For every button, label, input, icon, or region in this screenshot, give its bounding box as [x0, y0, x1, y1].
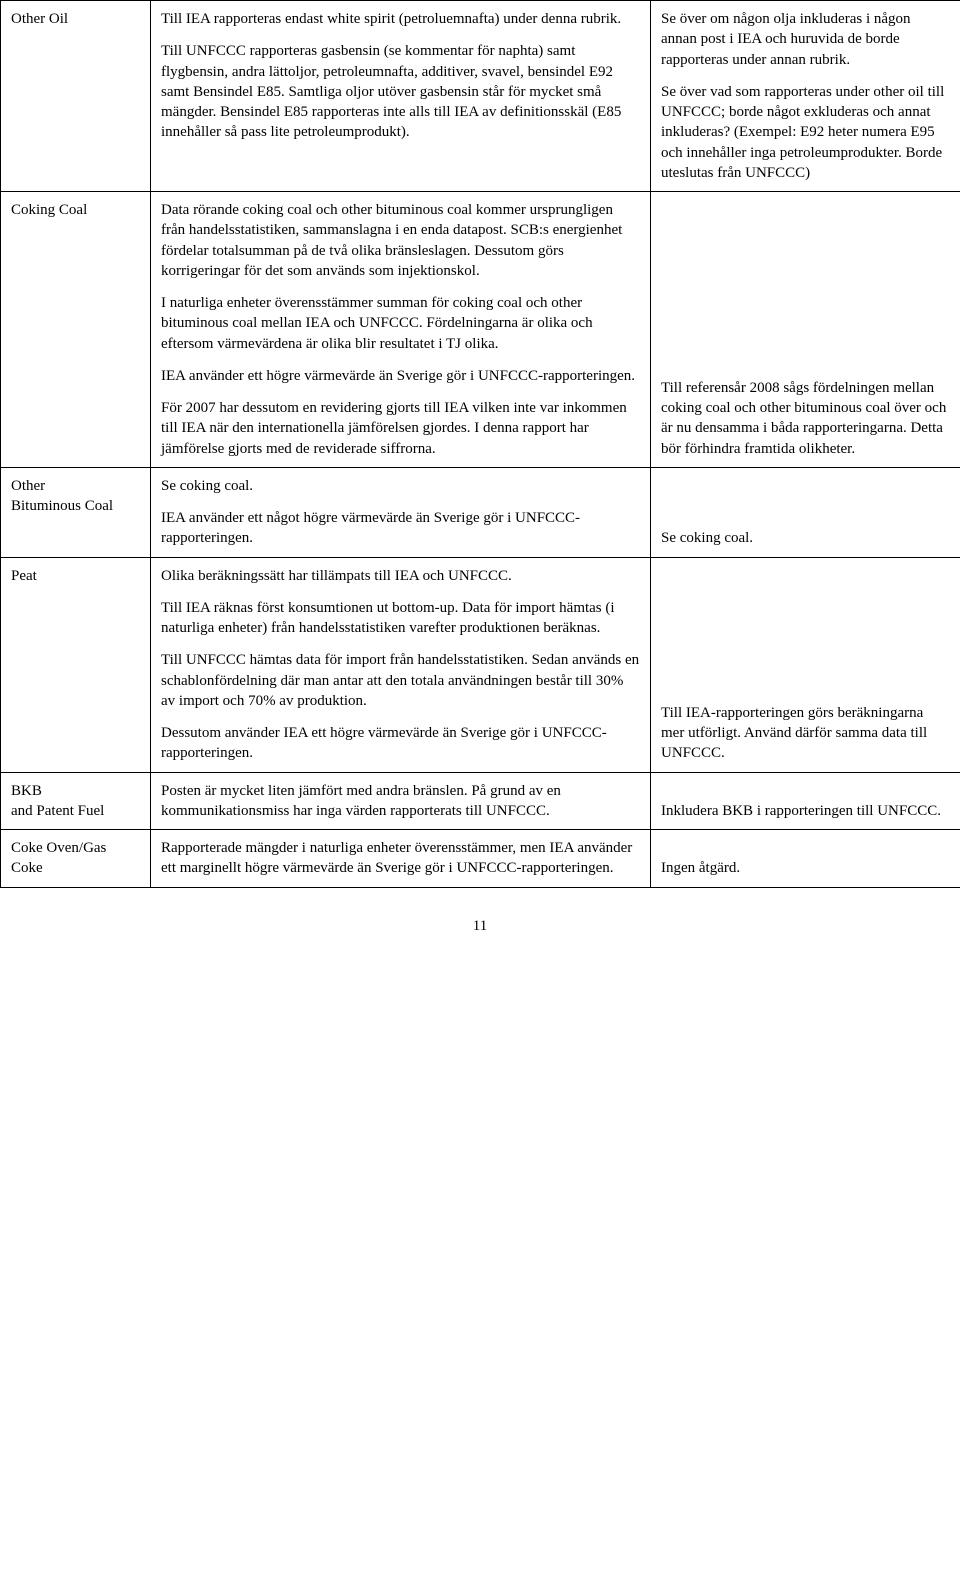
paragraph: Till IEA räknas först konsumtionen ut bo… [161, 598, 640, 639]
document-table: Other Oil Till IEA rapporteras endast wh… [0, 0, 960, 888]
row-label-bkb: BKB and Patent Fuel [1, 772, 151, 830]
row-right-coke-oven: Ingen åtgärd. [651, 830, 960, 888]
row-right-coking-coal: Till referensår 2008 sågs fördelningen m… [651, 192, 960, 468]
row-label-other-bituminous: Other Bituminous Coal [1, 467, 151, 557]
table-row: Coke Oven/Gas Coke Rapporterade mängder … [1, 830, 960, 888]
paragraph: Posten är mycket liten jämfört med andra… [161, 781, 640, 822]
row-right-bkb: Inkludera BKB i rapporteringen till UNFC… [651, 772, 960, 830]
row-middle-coke-oven: Rapporterade mängder i naturliga enheter… [151, 830, 651, 888]
page-number: 11 [0, 918, 960, 935]
label-text: Other Oil [11, 11, 68, 27]
paragraph: Till UNFCCC rapporteras gasbensin (se ko… [161, 41, 640, 142]
paragraph: Rapporterade mängder i naturliga enheter… [161, 838, 640, 879]
row-right-peat: Till IEA-rapporteringen görs beräkningar… [651, 557, 960, 772]
paragraph: Inkludera BKB i rapporteringen till UNFC… [661, 801, 950, 821]
row-label-other-oil: Other Oil [1, 1, 151, 192]
paragraph: Se över om någon olja inkluderas i någon… [661, 9, 950, 70]
row-middle-other-bituminous: Se coking coal. IEA använder ett något h… [151, 467, 651, 557]
paragraph: Till IEA-rapporteringen görs beräkningar… [661, 703, 950, 764]
row-right-other-oil: Se över om någon olja inkluderas i någon… [651, 1, 960, 192]
label-text-line: Other [11, 476, 140, 496]
table-row: Peat Olika beräkningssätt har tillämpats… [1, 557, 960, 772]
paragraph: Till IEA rapporteras endast white spirit… [161, 9, 640, 29]
label-text: Coking Coal [11, 202, 87, 218]
table-row: Other Oil Till IEA rapporteras endast wh… [1, 1, 960, 192]
table-row: BKB and Patent Fuel Posten är mycket lit… [1, 772, 960, 830]
row-middle-coking-coal: Data rörande coking coal och other bitum… [151, 192, 651, 468]
paragraph: Se coking coal. [661, 528, 950, 548]
paragraph: Se över vad som rapporteras under other … [661, 82, 950, 183]
paragraph: IEA använder ett högre värmevärde än Sve… [161, 366, 640, 386]
paragraph: Dessutom använder IEA ett högre värmevär… [161, 723, 640, 764]
row-middle-peat: Olika beräkningssätt har tillämpats till… [151, 557, 651, 772]
row-middle-bkb: Posten är mycket liten jämfört med andra… [151, 772, 651, 830]
paragraph: Se coking coal. [161, 476, 640, 496]
paragraph: Till UNFCCC hämtas data för import från … [161, 650, 640, 711]
label-text: Peat [11, 568, 37, 584]
label-text-line: Bituminous Coal [11, 496, 140, 516]
row-right-other-bituminous: Se coking coal. [651, 467, 960, 557]
paragraph: Data rörande coking coal och other bitum… [161, 200, 640, 281]
label-text-line: BKB [11, 781, 140, 801]
row-middle-other-oil: Till IEA rapporteras endast white spirit… [151, 1, 651, 192]
row-label-coke-oven: Coke Oven/Gas Coke [1, 830, 151, 888]
label-text-line: Coke Oven/Gas [11, 838, 140, 858]
label-text-line: and Patent Fuel [11, 801, 140, 821]
label-text-line: Coke [11, 858, 140, 878]
paragraph: För 2007 har dessutom en revidering gjor… [161, 398, 640, 459]
paragraph: Olika beräkningssätt har tillämpats till… [161, 566, 640, 586]
paragraph: I naturliga enheter överensstämmer summa… [161, 293, 640, 354]
table-row: Other Bituminous Coal Se coking coal. IE… [1, 467, 960, 557]
paragraph: IEA använder ett något högre värmevärde … [161, 508, 640, 549]
row-label-peat: Peat [1, 557, 151, 772]
table-row: Coking Coal Data rörande coking coal och… [1, 192, 960, 468]
paragraph: Till referensår 2008 sågs fördelningen m… [661, 378, 950, 459]
row-label-coking-coal: Coking Coal [1, 192, 151, 468]
paragraph: Ingen åtgärd. [661, 858, 950, 878]
